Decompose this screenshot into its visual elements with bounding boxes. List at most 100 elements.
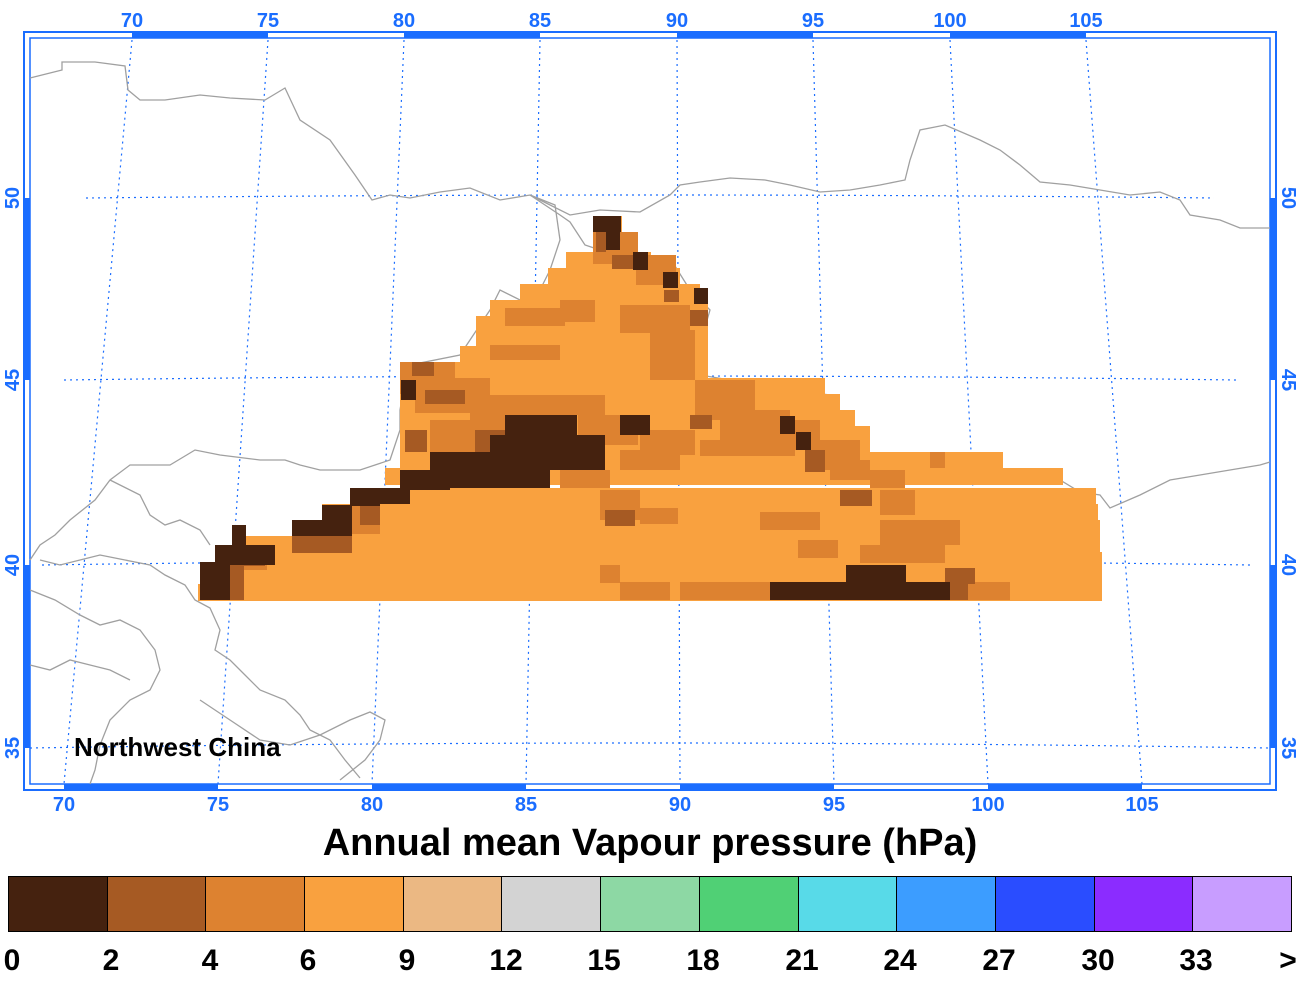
map-panel: 70 75 80 85 90 95 100 105 70 75 80 85 90… [2, 10, 1299, 816]
grid-cell [640, 508, 678, 524]
colorbar-label: 27 [982, 944, 1016, 977]
grid-cell [401, 380, 416, 400]
grid-cell [292, 520, 352, 536]
colorbar-label: 21 [785, 944, 819, 977]
grid-cell [830, 460, 870, 480]
grid-cell [620, 305, 690, 333]
colorbar-labels: 0 2 4 6 9 12 15 18 21 24 27 30 33 > [0, 944, 1300, 984]
grid-cell [560, 470, 610, 488]
grid-cell [505, 308, 565, 326]
grid-cell [360, 505, 380, 525]
lat-tick-label: 50 [2, 187, 24, 209]
colorbar-swatch [798, 877, 898, 931]
colorbar-label: 33 [1179, 944, 1213, 977]
grid-cell [228, 565, 244, 600]
grid-cell [798, 540, 838, 558]
region-label: Northwest China [74, 732, 281, 762]
frame-thick-segments [24, 32, 1276, 790]
map-title: Annual mean Vapour pressure (hPa) [322, 822, 978, 864]
grid-cell [593, 216, 621, 232]
grid-cell [650, 330, 695, 380]
lon-tick-label: 105 [1125, 794, 1158, 816]
grid-cell [412, 362, 434, 376]
colorbar-label: 4 [201, 944, 219, 977]
grid-cell [292, 520, 1100, 537]
grid-cell [633, 252, 648, 270]
lon-tick-label: 100 [971, 794, 1004, 816]
grid-cell [620, 450, 680, 470]
grid-cell [430, 420, 470, 452]
grid-cell [606, 232, 620, 250]
map-frame-outer [23, 31, 1277, 791]
grid-cell [680, 582, 770, 600]
grid-cell [780, 416, 795, 434]
lat-tick-label: 45 [1277, 369, 1299, 391]
grid-cell [846, 565, 906, 583]
grid-cell [620, 582, 670, 600]
grid-cell [596, 232, 606, 252]
grid-cell [475, 395, 605, 415]
lat-tick-label: 50 [1277, 187, 1299, 209]
colorbar-swatch [107, 877, 207, 931]
colorbar-swatch [1193, 877, 1291, 931]
grid-cell [520, 284, 700, 301]
lat-tick-label: 35 [2, 737, 24, 759]
right-lat-ticks: 35 40 45 50 [1277, 187, 1299, 759]
grid-cell [664, 290, 679, 302]
grid-cell [690, 310, 708, 326]
bottom-lon-ticks: 70 75 80 85 90 95 100 105 [53, 794, 1159, 816]
lon-tick-label: 80 [393, 10, 415, 32]
grid-cell [840, 490, 872, 506]
lon-tick-label: 80 [361, 794, 383, 816]
lon-tick-label: 95 [823, 794, 845, 816]
lon-tick-label: 90 [666, 10, 688, 32]
colorbar-swatch [1094, 877, 1194, 931]
grid-cell [770, 582, 950, 600]
colorbar-label: 2 [102, 944, 120, 977]
lat-tick-label: 45 [2, 369, 24, 391]
grid-cell [605, 510, 635, 526]
grid-cell [405, 430, 427, 452]
grid-cell [760, 512, 820, 530]
vapour-pressure-grid [198, 216, 1102, 601]
grid-cell [620, 415, 650, 435]
grid-cell [663, 272, 678, 288]
colorbar-swatch [699, 877, 799, 931]
colorbar-swatch [995, 877, 1095, 931]
grid-cell [505, 415, 577, 435]
grid-cell [245, 536, 1100, 553]
colorbar-label: > [1279, 944, 1297, 977]
grid-cell [322, 504, 1098, 521]
grid-cell [612, 255, 634, 269]
grid-cell [350, 488, 380, 506]
colorbar-swatch [897, 877, 996, 931]
grid-cell [380, 488, 410, 504]
grid-cell [425, 390, 465, 404]
lon-tick-label: 70 [121, 10, 143, 32]
lat-tick-label: 40 [2, 554, 24, 576]
left-lat-ticks: 35 40 45 50 [2, 187, 24, 759]
colorbar-swatch [9, 877, 108, 931]
grid-cell [950, 582, 968, 600]
colorbar-label: 9 [398, 944, 416, 977]
grid-cell [860, 545, 945, 563]
lon-tick-label: 105 [1069, 10, 1102, 32]
grid-cell [215, 552, 1102, 569]
lon-tick-label: 70 [53, 794, 75, 816]
lat-tick-label: 40 [1277, 554, 1299, 576]
lon-tick-label: 95 [802, 10, 824, 32]
grid-cell [490, 345, 560, 360]
map-frame-inner [29, 37, 1271, 785]
colorbar-label: 18 [686, 944, 720, 977]
grid-cell [805, 450, 825, 472]
grid-cell [355, 488, 1096, 505]
grid-cell [292, 535, 352, 553]
grid-cell [560, 300, 595, 322]
grid-cell [880, 520, 960, 545]
colorbar-label: 0 [3, 944, 21, 977]
grid-cell [870, 470, 905, 488]
colorbar-swatch [305, 877, 404, 931]
colorbar-swatch [502, 877, 602, 931]
grid-cell [200, 562, 230, 600]
lon-tick-label: 85 [515, 794, 537, 816]
